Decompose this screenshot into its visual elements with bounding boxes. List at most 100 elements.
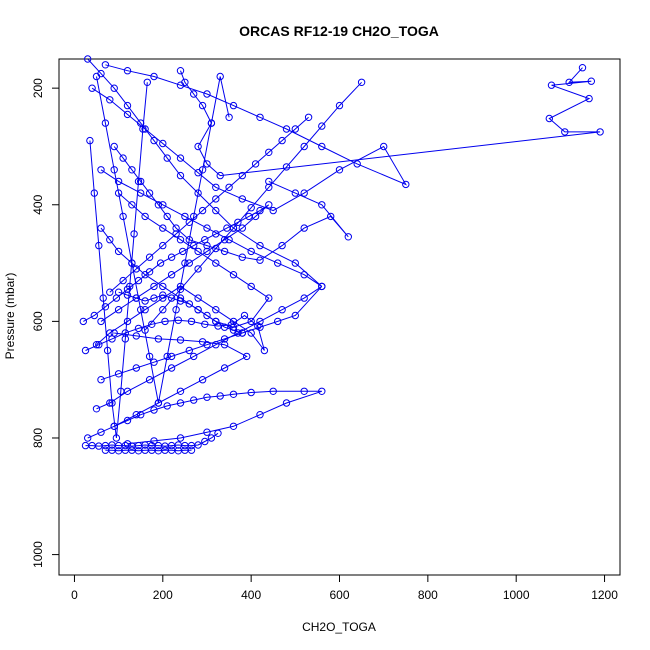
- data-point: [212, 230, 220, 238]
- data-point: [318, 122, 326, 130]
- data-point: [247, 204, 255, 212]
- data-point: [565, 78, 573, 87]
- data-point: [207, 434, 216, 442]
- data-point: [229, 326, 238, 334]
- data-point: [265, 294, 273, 302]
- data-point: [108, 399, 116, 407]
- data-point: [256, 113, 264, 122]
- data-point: [185, 236, 194, 244]
- data-point: [101, 61, 110, 69]
- data-point: [327, 212, 335, 221]
- data-point: [190, 212, 198, 221]
- data-point: [198, 206, 207, 215]
- data-point: [256, 411, 264, 419]
- data-point: [150, 282, 158, 291]
- data-point: [172, 230, 180, 238]
- data-point: [141, 271, 149, 279]
- data-point: [212, 183, 220, 192]
- data-point: [119, 154, 127, 162]
- data-point: [185, 346, 194, 355]
- data-point: [176, 67, 185, 75]
- data-point: [163, 212, 171, 221]
- data-point: [247, 317, 255, 326]
- data-point: [282, 399, 291, 407]
- data-point: [203, 311, 211, 320]
- data-point: [137, 306, 145, 314]
- x-tick-label: 600: [329, 588, 349, 602]
- data-point: [256, 241, 264, 250]
- data-point: [81, 346, 90, 355]
- data-point: [203, 247, 211, 256]
- data-point: [585, 94, 593, 103]
- data-point: [159, 224, 167, 232]
- data-point: [194, 142, 202, 151]
- data-point: [141, 297, 149, 305]
- data-point: [229, 422, 238, 430]
- data-point: [203, 90, 211, 98]
- data-point: [216, 392, 224, 400]
- series-line-16: [144, 81, 362, 331]
- data-point: [176, 154, 185, 162]
- data-point: [229, 323, 238, 331]
- data-point: [256, 206, 264, 215]
- data-point: [176, 434, 185, 442]
- data-point: [92, 72, 101, 81]
- data-point: [545, 114, 553, 123]
- data-point: [132, 332, 141, 340]
- data-point: [269, 206, 277, 215]
- series-line-11: [113, 146, 349, 261]
- data-point: [99, 294, 107, 302]
- data-point: [335, 166, 344, 174]
- data-point: [134, 276, 143, 285]
- data-point: [300, 189, 308, 197]
- data-point: [128, 201, 136, 209]
- data-point: [291, 311, 299, 320]
- series-line-17: [113, 332, 248, 427]
- data-point: [225, 183, 233, 192]
- data-point: [269, 387, 277, 395]
- data-point: [114, 247, 123, 256]
- data-point: [110, 166, 118, 174]
- data-point: [141, 212, 149, 221]
- data-point: [159, 306, 167, 314]
- data-point: [145, 352, 154, 361]
- data-point: [291, 189, 299, 197]
- y-tick-label: 600: [31, 311, 45, 331]
- data-point: [167, 253, 176, 261]
- data-point: [353, 160, 361, 168]
- data-point: [274, 259, 282, 267]
- data-point: [167, 352, 176, 361]
- data-point: [181, 212, 189, 221]
- data-point: [229, 390, 238, 398]
- data-point: [278, 241, 286, 250]
- data-point: [282, 163, 291, 171]
- x-tick-label: 1200: [591, 588, 618, 602]
- series-line-8: [85, 432, 219, 447]
- data-point: [300, 142, 308, 151]
- data-point: [212, 206, 220, 215]
- data-point: [238, 329, 247, 337]
- data-point: [92, 341, 101, 349]
- data-point: [203, 224, 211, 232]
- data-point: [106, 96, 114, 104]
- data-point: [212, 244, 220, 253]
- data-point: [194, 441, 202, 449]
- data-point: [176, 285, 185, 293]
- chart-title: ORCAS RF12-19 CH2O_TOGA: [239, 23, 439, 39]
- data-point: [220, 247, 229, 256]
- data-point: [304, 113, 313, 122]
- data-point: [318, 142, 326, 151]
- data-point: [132, 294, 141, 302]
- data-point: [278, 306, 286, 314]
- data-point: [300, 387, 308, 395]
- data-point: [79, 317, 88, 326]
- data-point: [220, 335, 229, 343]
- plot-frame: [58, 58, 621, 576]
- data-point: [194, 306, 202, 314]
- data-point: [256, 323, 264, 331]
- data-point: [278, 136, 286, 145]
- data-point: [154, 335, 163, 343]
- x-axis-label: CH2O_TOGA: [302, 620, 376, 634]
- series-line-7: [87, 390, 322, 445]
- y-axis: 200 400 600 800 1000: [31, 78, 59, 568]
